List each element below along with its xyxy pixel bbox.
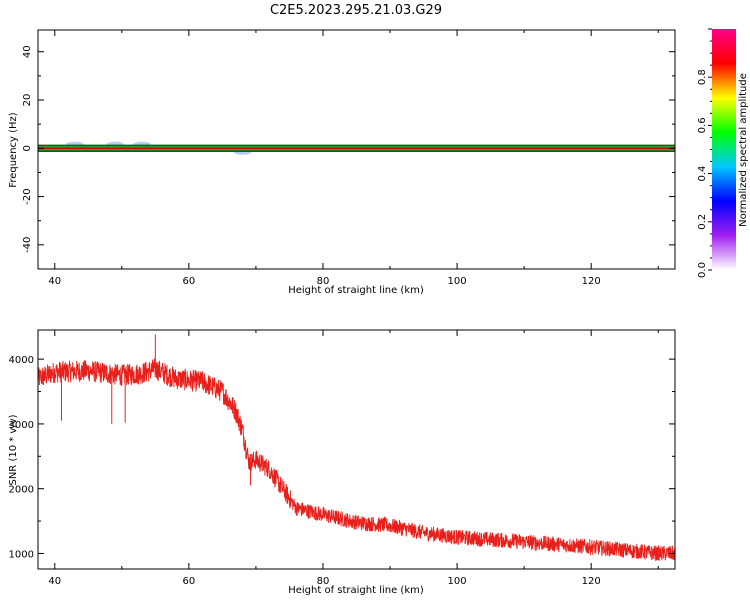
spectrogram-panel: 40 60 80 100 120 -40 -20 0 20 40 Height of straig… [8, 29, 676, 296]
colorbar-ticks: 0.0 0.2 0.4 0.6 0.8 [697, 28, 712, 278]
y-tick-label: -20 [22, 188, 33, 204]
colorbar-label: Normalized spectral amplitude [738, 73, 749, 227]
snr-panel: 40 60 80 100 120 1000 2000 3000 4000 Height of s… [8, 329, 676, 596]
x-tick-label: 80 [317, 576, 330, 587]
x-tick-label: 80 [317, 276, 330, 287]
colorbar-tick-label: 0.2 [697, 214, 708, 230]
spectrogram-ticks: 40 60 80 100 120 -40 -20 0 20 40 [22, 30, 675, 287]
x-tick-label: 60 [183, 576, 196, 587]
snr-frame [37, 329, 676, 570]
snr-ticks: 40 60 80 100 120 1000 2000 3000 4000 [9, 330, 675, 587]
y-tick-label: 3000 [9, 420, 34, 431]
spectrogram-x-axis-label: Height of straight line (km) [288, 285, 424, 296]
x-tick-label: 100 [448, 276, 467, 287]
figure-title: C2E5.2023.295.21.03.G29 [270, 3, 442, 18]
y-tick-label: 4000 [9, 355, 34, 366]
snr-series-line [38, 358, 675, 562]
colorbar-gradient [712, 29, 736, 270]
y-tick-label: 2000 [9, 485, 34, 496]
colorbar: 0.0 0.2 0.4 0.6 0.8 Normalized spectral ampl… [697, 28, 749, 278]
spectrogram-marks [38, 141, 675, 155]
x-tick-label: 120 [582, 276, 601, 287]
y-tick-label: 0 [22, 145, 33, 151]
x-tick-label: 40 [48, 576, 61, 587]
x-tick-label: 60 [183, 276, 196, 287]
y-tick-label: 20 [22, 94, 33, 107]
x-tick-label: 40 [48, 276, 61, 287]
colorbar-tick-label: 0.8 [697, 69, 708, 85]
snr-marks [38, 334, 675, 562]
spectrogram-y-axis-label: Frequency (Hz) [8, 112, 19, 188]
colorbar-tick-label: 0.6 [697, 117, 708, 133]
y-tick-label: 1000 [9, 549, 34, 560]
snr-x-axis-label: Height of straight line (km) [288, 585, 424, 596]
snr-y-axis-label: SNR (10 * v/v) [8, 414, 19, 485]
colorbar-tick-label: 0.0 [697, 262, 708, 278]
y-tick-label: 40 [22, 45, 33, 58]
y-tick-label: -40 [22, 237, 33, 253]
x-tick-label: 120 [582, 576, 601, 587]
colorbar-tick-label: 0.4 [697, 166, 708, 182]
spectrogram-frame [37, 29, 676, 270]
x-tick-label: 100 [448, 576, 467, 587]
